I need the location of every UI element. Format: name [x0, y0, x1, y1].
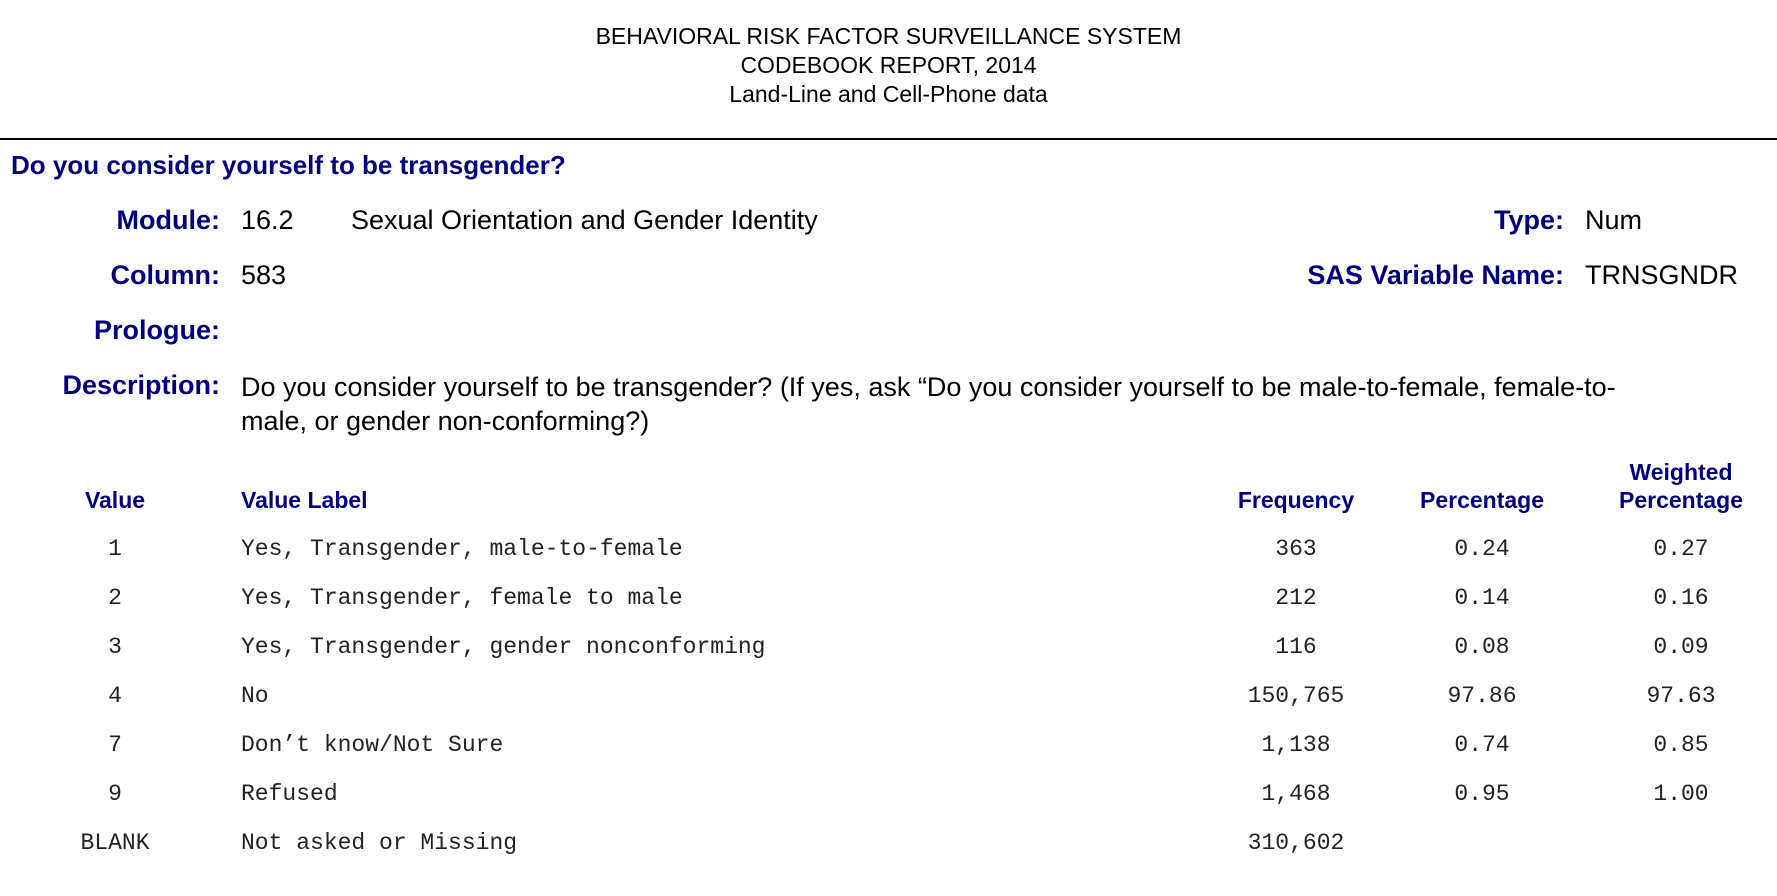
description-label: Description: — [62, 370, 220, 400]
module-name: Sexual Orientation and Gender Identity — [351, 205, 818, 235]
row-label: Don’t know/Not Sure — [241, 732, 504, 758]
type-value: Num — [1585, 205, 1643, 235]
report-title: BEHAVIORAL RISK FACTOR SURVEILLANCE SYST… — [595, 23, 1182, 49]
frequency-table: 1 Yes, Transgender, male-to-female 363 0… — [0, 528, 1777, 871]
row-value: 1 — [108, 536, 122, 562]
table-row: 9 Refused 1,468 0.95 1.00 — [0, 773, 1777, 822]
col-header-percentage: Percentage — [1419, 487, 1544, 513]
module-label: Module: — [116, 205, 220, 235]
row-percentage: 0.08 — [1454, 634, 1510, 660]
type-label: Type: — [1493, 205, 1564, 235]
row-percentage: 0.74 — [1454, 732, 1510, 758]
table-row: 1 Yes, Transgender, male-to-female 363 0… — [0, 528, 1777, 577]
question-title: Do you consider yourself to be transgend… — [11, 150, 566, 180]
row-value: 2 — [108, 585, 122, 611]
row-weighted-percentage: 0.16 — [1653, 585, 1709, 611]
module-number: 16.2 — [241, 205, 294, 235]
col-header-weighted-percentage: Weighted Percentage — [1601, 458, 1761, 514]
row-frequency: 212 — [1275, 585, 1317, 611]
description-text: Do you consider yourself to be transgend… — [241, 372, 1616, 436]
report-data-source: Land-Line and Cell-Phone data — [729, 81, 1048, 107]
row-frequency: 150,765 — [1247, 683, 1345, 709]
row-label: Yes, Transgender, female to male — [241, 585, 683, 611]
row-frequency: 1,138 — [1261, 732, 1331, 758]
prologue-label: Prologue: — [94, 315, 220, 345]
col-header-value: Value — [84, 487, 146, 513]
table-row: BLANK Not asked or Missing 310,602 — [0, 822, 1777, 871]
row-value: 3 — [108, 634, 122, 660]
row-label: Yes, Transgender, gender nonconforming — [241, 634, 766, 660]
table-row: 2 Yes, Transgender, female to male 212 0… — [0, 577, 1777, 626]
table-row: 4 No 150,765 97.86 97.63 — [0, 675, 1777, 724]
header-divider — [0, 138, 1777, 140]
column-value: 583 — [241, 260, 287, 290]
row-weighted-percentage: 0.27 — [1653, 536, 1709, 562]
col-header-weighted-line1: Weighted — [1629, 459, 1733, 485]
row-weighted-percentage: 97.63 — [1646, 683, 1716, 709]
sas-variable-label: SAS Variable Name: — [1307, 260, 1564, 290]
row-frequency: 1,468 — [1261, 781, 1331, 807]
row-frequency: 116 — [1275, 634, 1317, 660]
column-label: Column: — [110, 260, 220, 290]
row-value: 4 — [108, 683, 122, 709]
row-weighted-percentage: 0.09 — [1653, 634, 1709, 660]
col-header-value-label: Value Label — [241, 487, 368, 513]
report-header: BEHAVIORAL RISK FACTOR SURVEILLANCE SYST… — [0, 22, 1777, 109]
row-value: 7 — [108, 732, 122, 758]
row-weighted-percentage: 0.85 — [1653, 732, 1709, 758]
row-frequency: 310,602 — [1247, 830, 1345, 856]
row-label: Not asked or Missing — [241, 830, 518, 856]
row-percentage: 97.86 — [1447, 683, 1517, 709]
report-subtitle: CODEBOOK REPORT, 2014 — [740, 52, 1037, 78]
row-percentage: 0.14 — [1454, 585, 1510, 611]
table-row: 7 Don’t know/Not Sure 1,138 0.74 0.85 — [0, 724, 1777, 773]
row-value: BLANK — [80, 830, 150, 856]
row-label: Yes, Transgender, male-to-female — [241, 536, 683, 562]
row-percentage: 0.24 — [1454, 536, 1510, 562]
row-weighted-percentage: 1.00 — [1653, 781, 1709, 807]
row-frequency: 363 — [1275, 536, 1317, 562]
col-header-weighted-line2: Percentage — [1618, 487, 1743, 513]
row-label: No — [241, 683, 269, 709]
row-percentage: 0.95 — [1454, 781, 1510, 807]
table-row: 3 Yes, Transgender, gender nonconforming… — [0, 626, 1777, 675]
row-value: 9 — [108, 781, 122, 807]
row-label: Refused — [241, 781, 338, 807]
sas-variable-value: TRNSGNDR — [1585, 260, 1738, 290]
col-header-frequency: Frequency — [1237, 487, 1355, 513]
